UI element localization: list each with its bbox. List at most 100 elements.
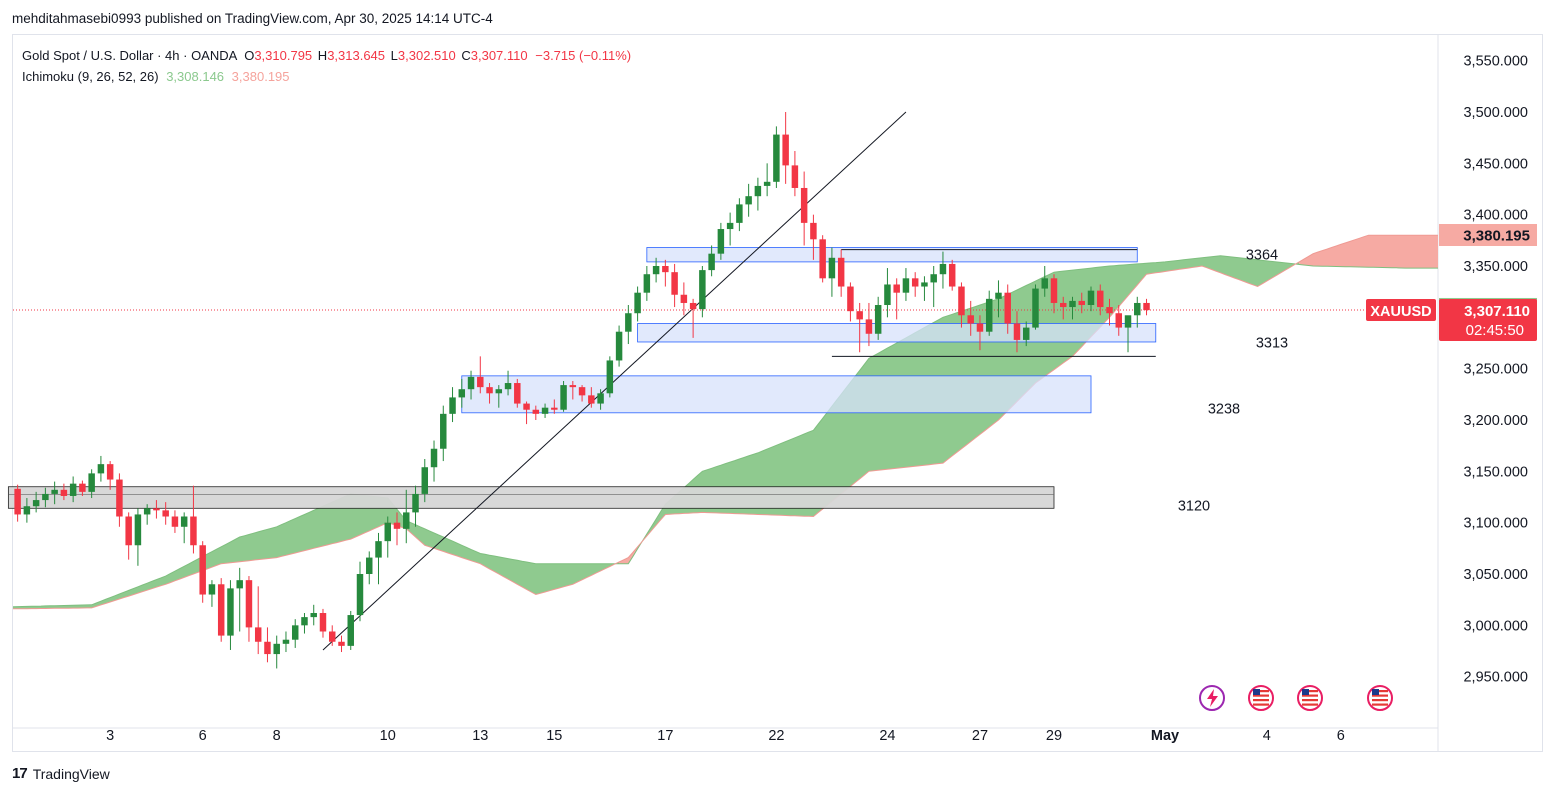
candle-body[interactable] [134, 514, 142, 546]
chart-frame[interactable] [12, 34, 1543, 752]
candle-body[interactable] [985, 298, 993, 332]
us-flag-event-icon[interactable] [1248, 685, 1274, 711]
candle-body[interactable] [717, 229, 725, 254]
candle-body[interactable] [227, 588, 234, 636]
candle-body[interactable] [199, 545, 206, 595]
zone-box[interactable] [637, 323, 1157, 343]
candle-body[interactable] [88, 473, 95, 492]
candle-body[interactable] [810, 222, 817, 240]
candle-body[interactable] [430, 448, 438, 468]
candle-body[interactable] [523, 403, 530, 410]
candle-body[interactable] [1115, 313, 1123, 328]
candle-body[interactable] [403, 512, 410, 529]
candle-body[interactable] [597, 393, 604, 404]
candle-body[interactable] [856, 311, 863, 320]
candle-body[interactable] [421, 467, 429, 494]
candle-body[interactable] [23, 506, 31, 515]
candle-body[interactable] [911, 278, 919, 287]
candle-body[interactable] [208, 584, 216, 595]
footer-branding[interactable]: 17 TradingView [12, 765, 110, 782]
candle-body[interactable] [1078, 300, 1085, 306]
candle-body[interactable] [375, 541, 382, 558]
candle-body[interactable] [1022, 327, 1030, 340]
candle-body[interactable] [634, 292, 641, 314]
flash-event-icon[interactable] [1199, 685, 1225, 711]
candle-body[interactable] [282, 639, 290, 644]
candle-body[interactable] [106, 464, 114, 480]
zone-box[interactable] [646, 247, 1138, 263]
candle-body[interactable] [393, 522, 401, 529]
trend-line[interactable] [322, 111, 907, 651]
candle-body[interactable] [578, 387, 586, 396]
candle-body[interactable] [125, 516, 132, 546]
candle-body[interactable] [116, 479, 123, 517]
candle-body[interactable] [828, 257, 836, 279]
candle-body[interactable] [458, 389, 466, 398]
candle-body[interactable] [180, 516, 188, 527]
candle-body[interactable] [569, 385, 577, 388]
candle-body[interactable] [680, 294, 688, 303]
candle-body[interactable] [671, 272, 678, 295]
candle-body[interactable] [976, 323, 984, 332]
candle-body[interactable] [847, 286, 854, 312]
candle-body[interactable] [939, 263, 947, 275]
us-flag-event-icon[interactable] [1367, 685, 1393, 711]
candle-body[interactable] [551, 407, 558, 410]
candle-body[interactable] [245, 580, 253, 628]
candle-body[interactable] [1097, 290, 1104, 308]
candle-body[interactable] [837, 257, 845, 287]
candle-body[interactable] [328, 631, 336, 642]
candle-body[interactable] [1143, 302, 1150, 311]
candle-body[interactable] [726, 222, 734, 230]
candle-body[interactable] [1087, 290, 1095, 306]
candle-body[interactable] [763, 181, 771, 186]
candle-body[interactable] [254, 627, 262, 642]
candle-body[interactable] [477, 376, 484, 388]
candle-body[interactable] [865, 319, 873, 334]
candle-body[interactable] [532, 409, 540, 414]
candle-body[interactable] [643, 274, 651, 293]
candle-body[interactable] [615, 331, 623, 361]
candle-body[interactable] [948, 263, 956, 287]
candle-body[interactable] [273, 643, 280, 655]
candle-body[interactable] [264, 641, 271, 655]
candle-body[interactable] [467, 376, 475, 390]
candle-body[interactable] [874, 305, 882, 334]
candle-body[interactable] [893, 284, 900, 293]
candle-body[interactable] [902, 278, 910, 293]
candle-body[interactable] [958, 286, 965, 316]
candle-body[interactable] [800, 187, 808, 223]
candle-body[interactable] [1032, 288, 1039, 328]
candle-body[interactable] [60, 489, 68, 496]
candle-body[interactable] [366, 557, 373, 574]
candle-body[interactable] [69, 483, 77, 496]
us-flag-event-icon[interactable] [1297, 685, 1323, 711]
symbol-tag[interactable]: XAUUSD [1370, 304, 1431, 320]
candle-body[interactable] [190, 516, 197, 546]
candle-body[interactable] [32, 500, 40, 507]
candle-body[interactable] [541, 407, 549, 414]
candle-body[interactable] [1004, 292, 1011, 324]
candle-body[interactable] [560, 385, 567, 410]
candle-body[interactable] [97, 464, 105, 474]
candle-body[interactable] [1124, 315, 1132, 328]
candle-body[interactable] [449, 397, 456, 414]
candle-body[interactable] [495, 389, 503, 394]
candle-body[interactable] [1106, 307, 1113, 314]
candle-body[interactable] [291, 625, 299, 640]
candle-body[interactable] [356, 574, 364, 616]
candle-body[interactable] [921, 282, 928, 287]
candle-body[interactable] [754, 185, 762, 197]
candle-body[interactable] [773, 134, 780, 182]
candle-body[interactable] [995, 292, 1002, 299]
legend-symbol[interactable]: Gold Spot / U.S. Dollar · 4h · OANDA [22, 48, 237, 63]
candle-body[interactable] [347, 615, 354, 646]
candle-body[interactable] [699, 270, 706, 310]
candle-body[interactable] [736, 204, 743, 223]
candle-body[interactable] [14, 488, 21, 515]
candle-body[interactable] [791, 165, 799, 188]
candle-body[interactable] [967, 315, 974, 324]
candle-body[interactable] [662, 266, 669, 273]
symbol-tag-bg[interactable] [1366, 299, 1436, 322]
